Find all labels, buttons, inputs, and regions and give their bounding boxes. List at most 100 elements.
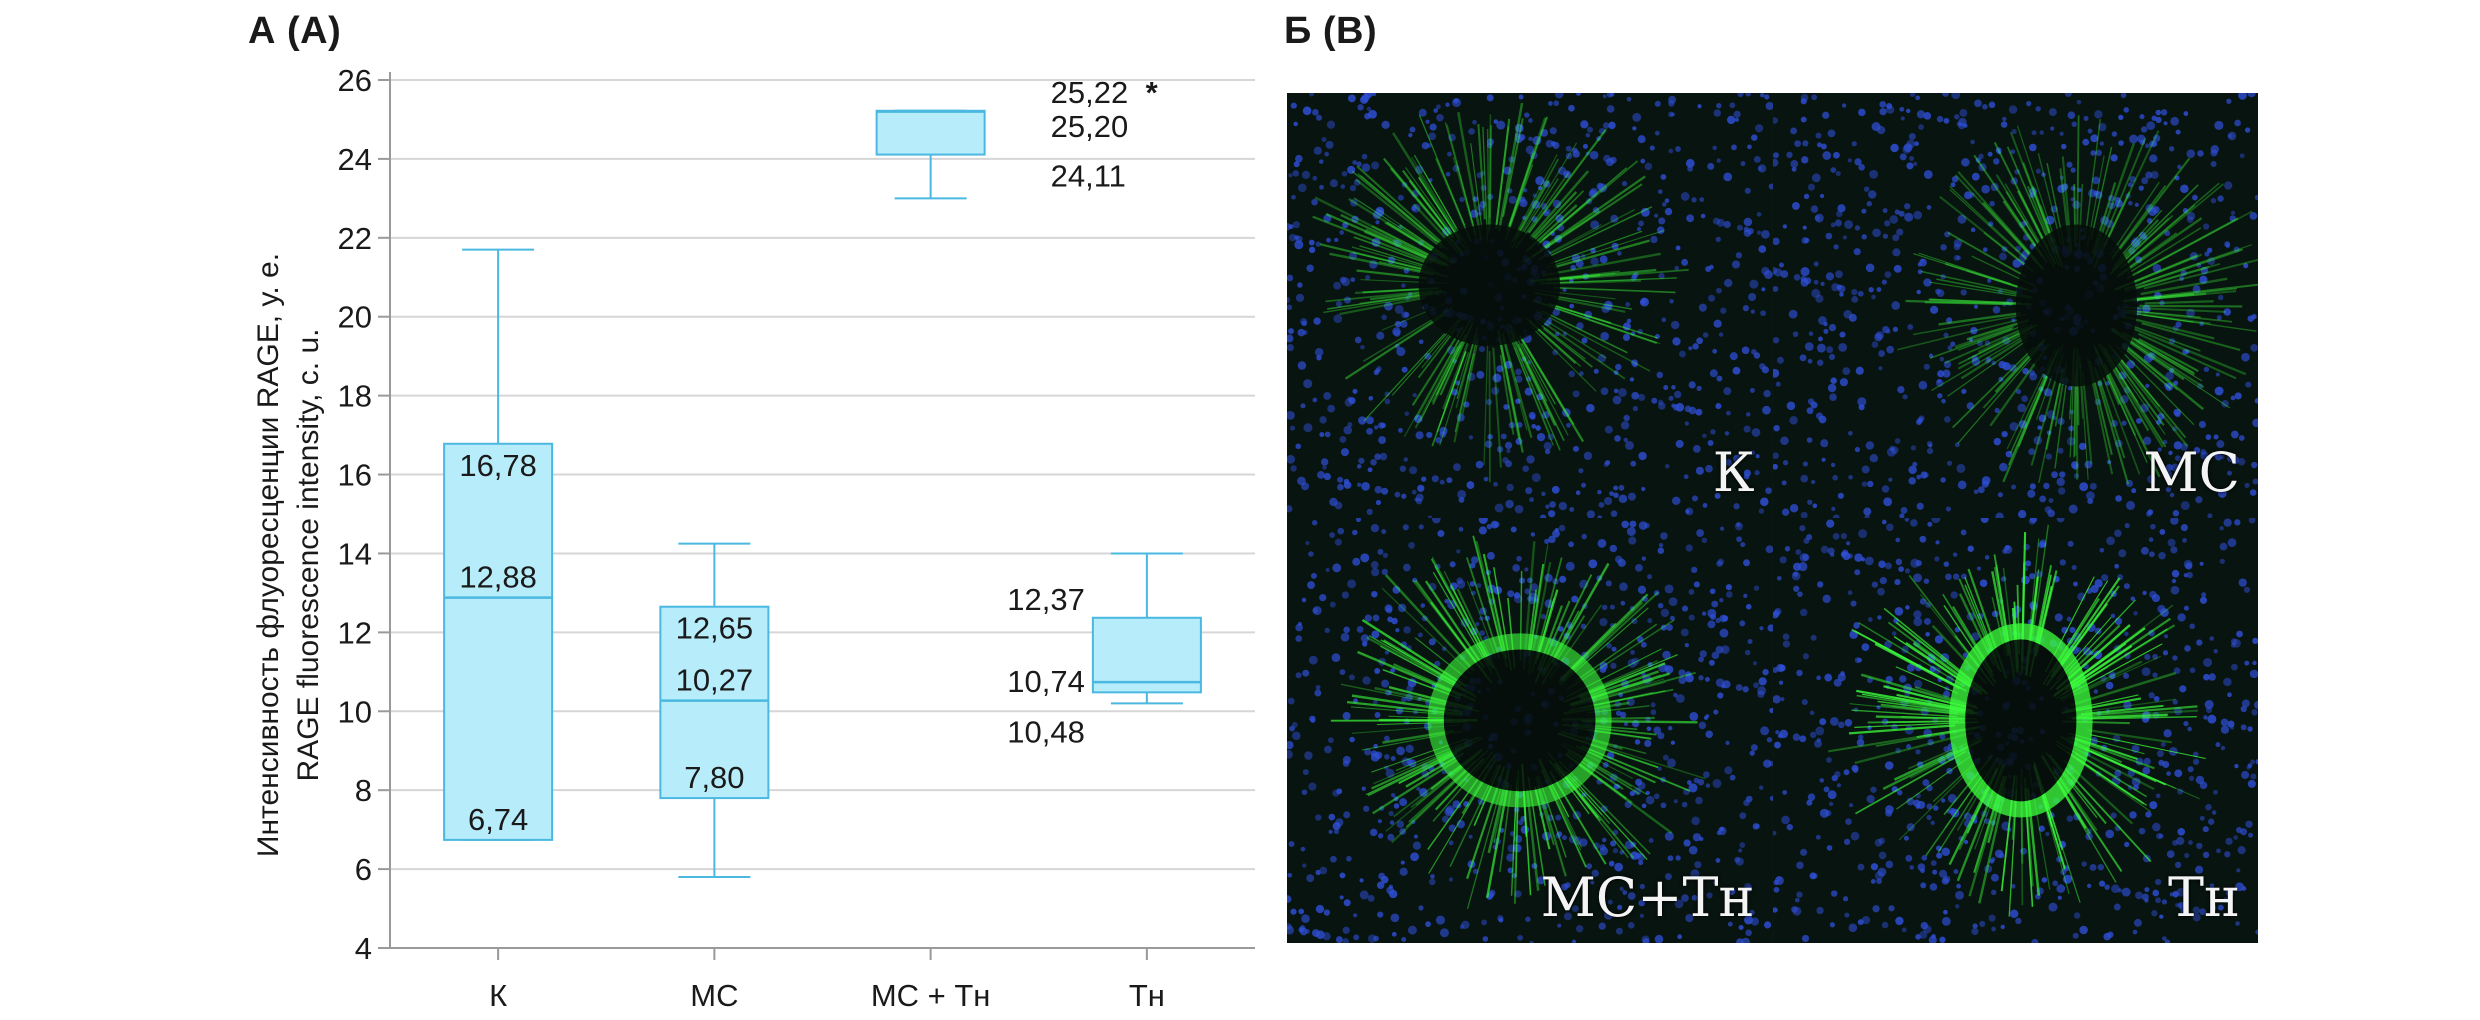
nucleus-dot xyxy=(2152,134,2160,142)
nucleus-dot xyxy=(1662,754,1669,761)
nucleus-dot xyxy=(1913,679,1922,689)
nucleus-dot xyxy=(2172,408,2181,417)
nucleus-dot xyxy=(1480,184,1487,191)
nucleus-dot xyxy=(1506,853,1515,862)
fluorescence-fiber xyxy=(1436,351,1467,433)
nucleus-dot xyxy=(1337,483,1344,491)
nucleus-dot xyxy=(1463,800,1470,807)
nucleus-dot xyxy=(1698,675,1704,681)
nucleus-dot xyxy=(2124,523,2130,529)
nucleus-dot xyxy=(1626,526,1636,536)
nucleus-dot xyxy=(1819,778,1824,783)
nucleus-dot xyxy=(1803,193,1809,200)
nucleus-dot xyxy=(1754,470,1760,476)
nucleus-dot xyxy=(2241,886,2246,891)
nucleus-dot xyxy=(1571,939,1577,943)
nucleus-dot xyxy=(2216,195,2224,202)
nucleus-dot xyxy=(2178,685,2186,693)
fluorescence-fiber xyxy=(1896,319,2019,351)
nucleus-dot xyxy=(1544,538,1550,544)
nucleus-dot xyxy=(1664,873,1672,881)
nucleus-dot xyxy=(1919,882,1926,889)
nucleus-dot xyxy=(1970,927,1979,936)
nucleus-dot xyxy=(2198,420,2206,429)
nucleus-dot xyxy=(1437,530,1445,538)
nucleus-dot xyxy=(1346,855,1352,862)
nucleus-dot xyxy=(1303,423,1313,433)
nucleus-dot xyxy=(2233,119,2241,127)
nucleus-dot xyxy=(1421,141,1430,150)
nucleus-dot xyxy=(1827,547,1835,555)
nucleus-dot xyxy=(1391,617,1398,625)
category-label: К xyxy=(489,978,507,1013)
nucleus-dot xyxy=(2097,863,2104,871)
nucleus-dot xyxy=(1885,523,1894,532)
nucleus-dot xyxy=(2237,93,2247,100)
nucleus-dot xyxy=(1579,838,1588,847)
nucleus-dot xyxy=(2152,263,2161,273)
nucleus-dot xyxy=(1487,434,1494,440)
nucleus-dot xyxy=(1942,117,1949,124)
nucleus-dot xyxy=(2175,129,2181,135)
fluorescence-fiber xyxy=(1351,170,1437,242)
nucleus-dot xyxy=(2199,448,2206,455)
nucleus-dot xyxy=(1537,185,1543,191)
nucleus-dot xyxy=(1839,378,1848,387)
nucleus-dot xyxy=(1588,559,1598,569)
nucleus-dot xyxy=(2001,116,2007,122)
nucleus-dot xyxy=(1760,497,1769,507)
nucleus-dot xyxy=(2083,460,2092,469)
nucleus-dot xyxy=(1618,494,1628,504)
nucleus-dot xyxy=(1713,319,1722,328)
nucleus-dot xyxy=(1295,293,1305,302)
nucleus-dot xyxy=(1895,558,1902,566)
nucleus-dot xyxy=(1421,615,1428,622)
nucleus-dot xyxy=(1734,117,1740,122)
nucleus-dot xyxy=(1647,618,1653,624)
nucleus-dot xyxy=(1378,422,1385,429)
fluorescence-fiber xyxy=(2125,217,2239,280)
nucleus-dot xyxy=(1288,328,1295,335)
nucleus-dot xyxy=(1778,680,1783,685)
nucleus-dot xyxy=(1918,380,1927,390)
nucleus-dot xyxy=(1688,406,1697,415)
nucleus-dot xyxy=(2241,699,2250,708)
nucleus-dot xyxy=(1478,211,1483,216)
category-labels: К МС МС + Тн Тн xyxy=(489,978,1165,1013)
nucleus-dot xyxy=(2050,471,2058,479)
nucleus-dot xyxy=(1293,161,1300,168)
nucleus-dot xyxy=(1791,906,1801,916)
fluorescence-fiber xyxy=(1553,296,1626,313)
nucleus-dot xyxy=(1310,718,1316,724)
nucleus-dot xyxy=(1715,287,1722,294)
nucleus-dot xyxy=(2044,831,2049,837)
nucleus-dot xyxy=(1409,126,1416,133)
nucleus-dot xyxy=(1606,105,1615,113)
nucleus-dot xyxy=(1333,281,1342,290)
fluorescence-fiber xyxy=(1435,333,1467,396)
fluorescence-fiber xyxy=(1966,270,2027,291)
nucleus-dot xyxy=(1926,739,1934,746)
panel-b-label: Б (B) xyxy=(1284,10,1378,52)
nucleus-dot xyxy=(2014,917,2022,925)
nucleus-dot xyxy=(1398,224,1403,230)
nucleus-dot xyxy=(1978,920,1985,927)
nucleus-dot xyxy=(1593,368,1599,374)
nucleus-dot xyxy=(2213,649,2218,654)
nucleus-dot xyxy=(1794,897,1800,903)
nucleus-dot xyxy=(1548,510,1556,518)
nucleus-dot xyxy=(1765,487,1772,495)
nucleus-dot xyxy=(1957,214,1966,224)
nucleus-dot xyxy=(1809,710,1814,716)
nucleus-dot xyxy=(1456,577,1464,584)
nucleus-dot xyxy=(1800,511,1808,518)
nucleus-dot xyxy=(1640,207,1650,217)
nucleus-dot xyxy=(1933,556,1940,562)
category-label: МС xyxy=(690,978,738,1013)
nucleus-dot xyxy=(1602,122,1610,129)
nucleus-dot xyxy=(1878,837,1885,845)
nucleus-dot xyxy=(1470,209,1479,218)
nucleus-dot xyxy=(1526,455,1535,464)
nucleus-dot xyxy=(2056,477,2065,487)
fluorescence-fiber xyxy=(1420,341,1461,421)
